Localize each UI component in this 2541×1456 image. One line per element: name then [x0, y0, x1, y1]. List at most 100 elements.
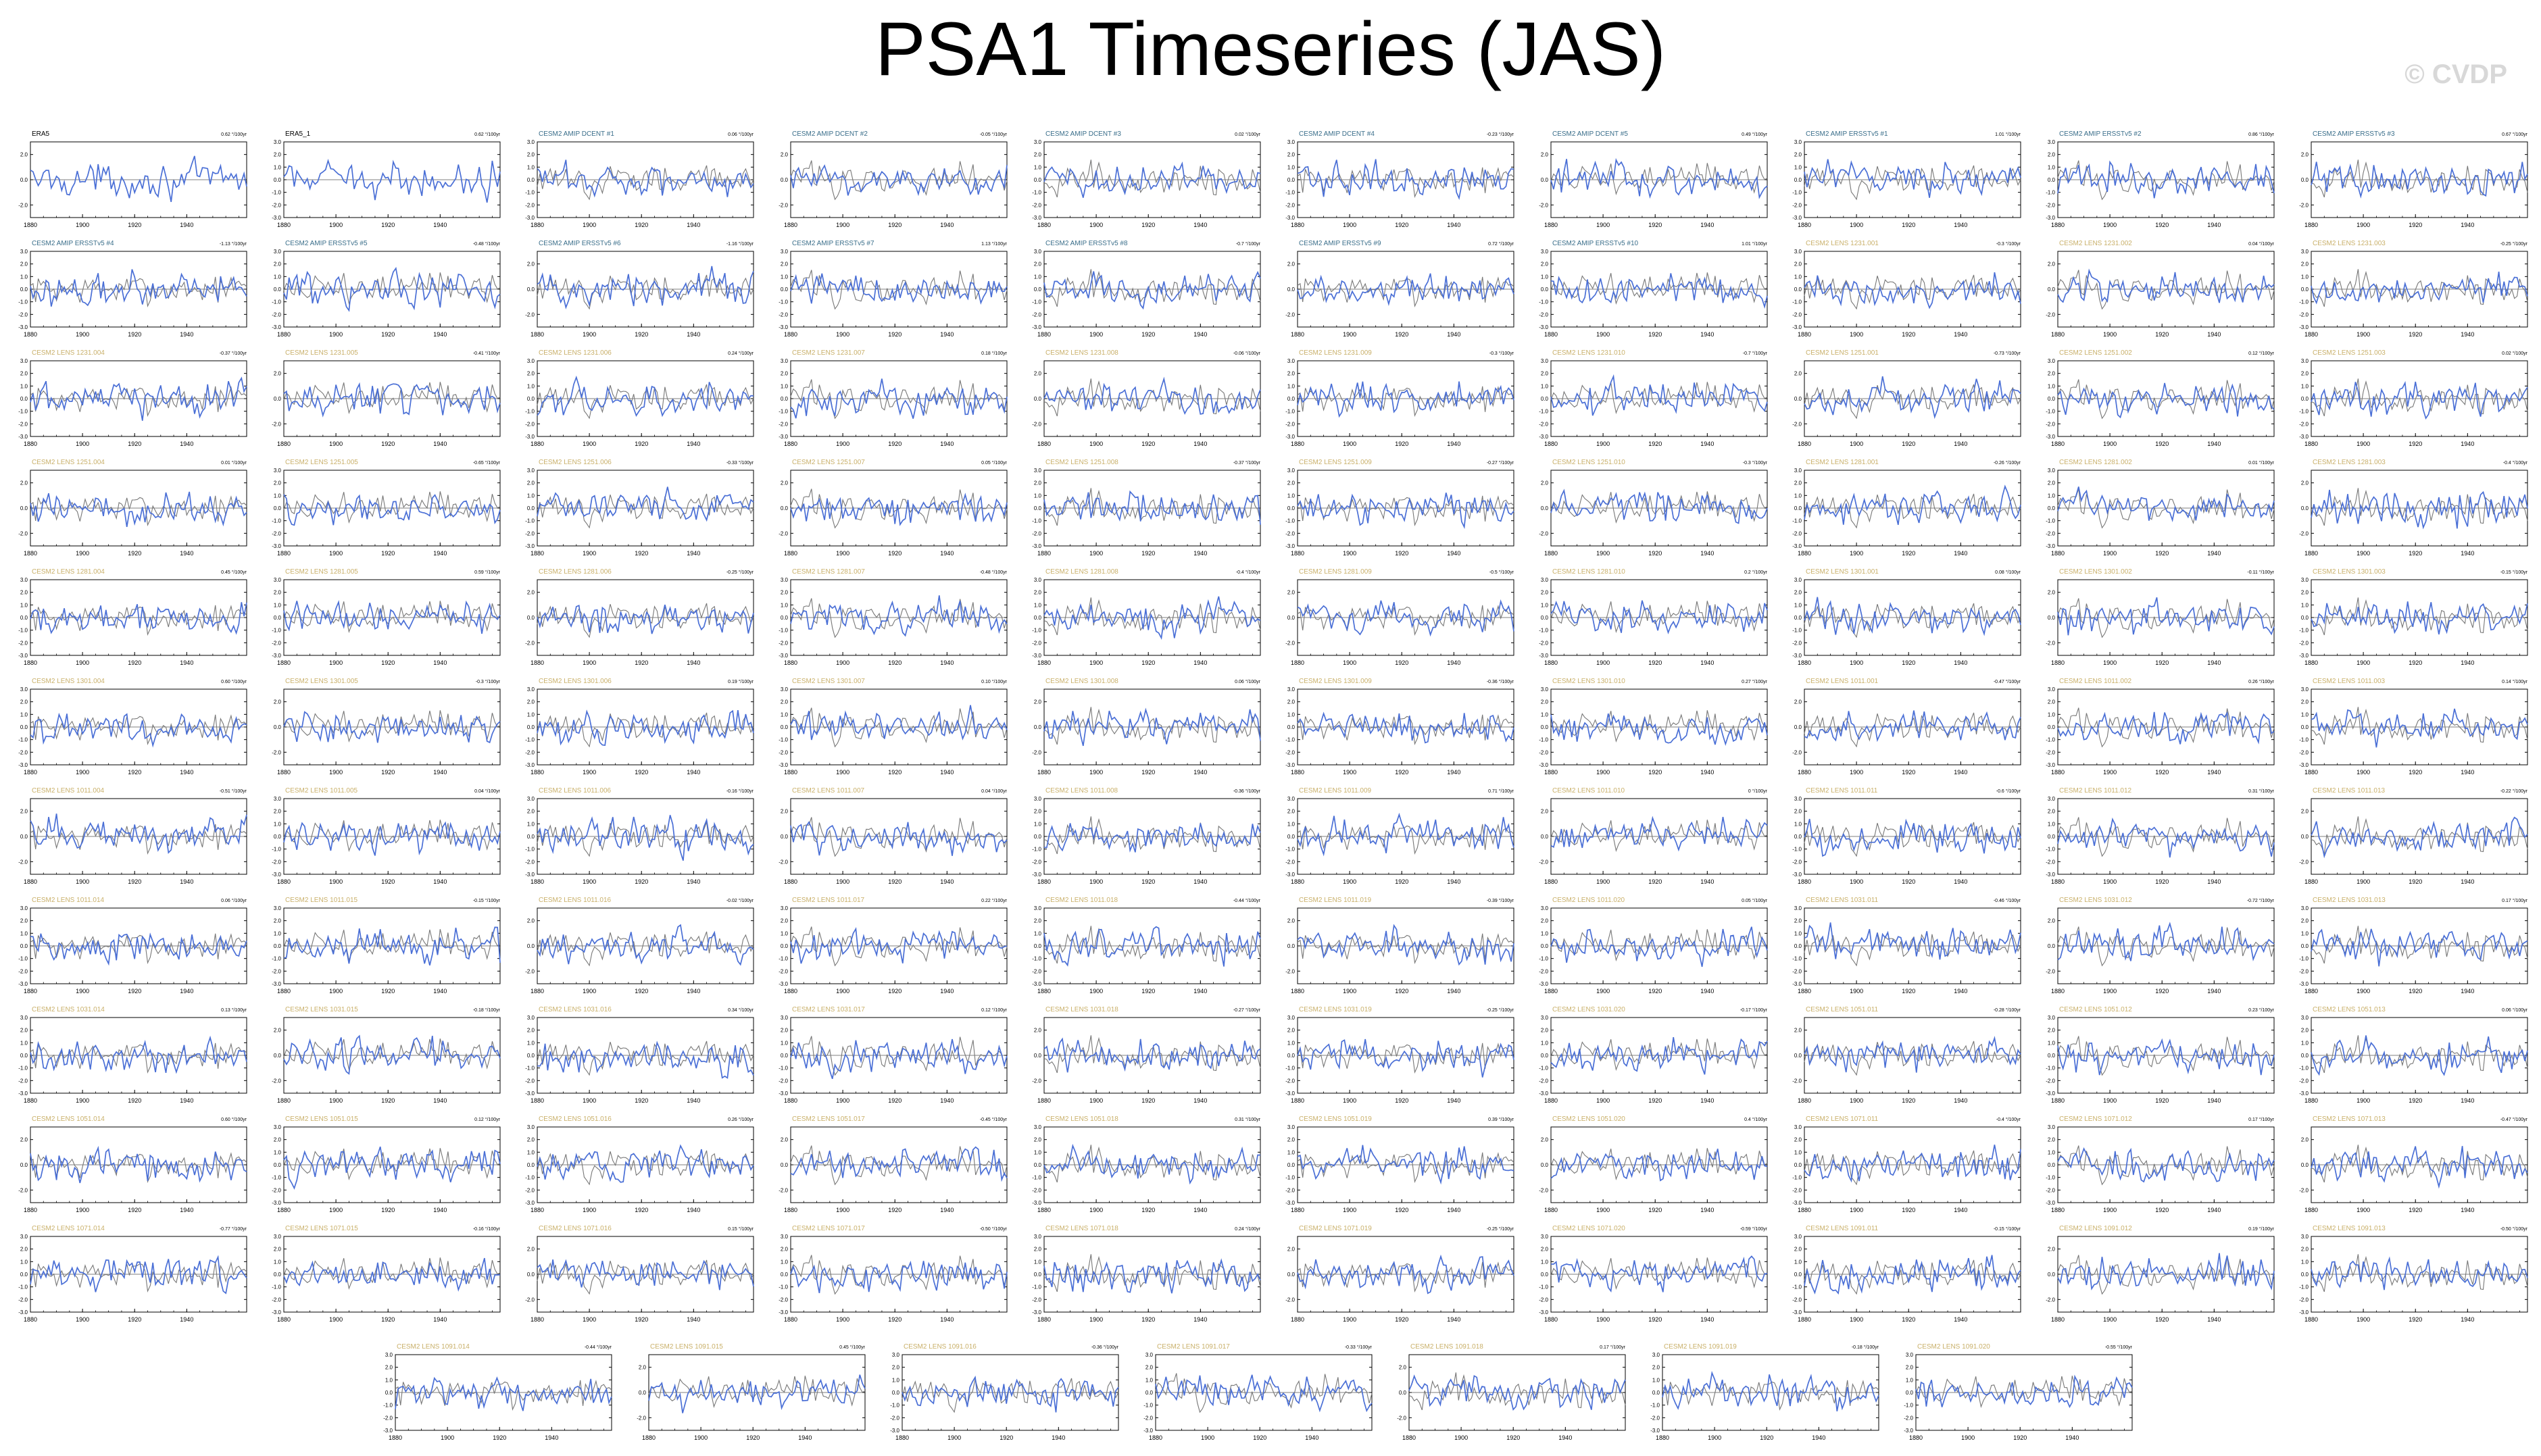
y-tick-label: -2.0: [2046, 968, 2055, 974]
y-tick-label: 0.0: [1541, 1162, 1549, 1168]
x-tick-label: 1920: [1648, 331, 1662, 338]
panel-title: CESM2 LENS 1051.014: [32, 1115, 105, 1123]
y-tick-label: -2.0: [272, 640, 281, 646]
x-tick-label: 1880: [1291, 988, 1304, 995]
timeseries-panel: CESM2 LENS 1051.014 0.60 °/100yr 2.0 0.0 -2.…: [18, 1115, 247, 1213]
x-tick-label: 1880: [277, 1207, 291, 1213]
y-tick-label: 1.0: [1541, 1040, 1549, 1046]
x-tick-label: 1940: [180, 222, 193, 228]
x-tick-label: 1880: [531, 769, 544, 776]
obs-series-line: [1550, 1038, 1768, 1071]
timeseries-panel: CESM2 LENS 1281.007 -0.48 °/100yr 3.0 2.0 1.…: [779, 568, 1008, 666]
x-tick-label: 1880: [531, 988, 544, 995]
obs-series-line: [1043, 707, 1261, 745]
y-tick-label: -2.0: [525, 1187, 535, 1193]
y-tick-label: 0.0: [1034, 177, 1042, 183]
y-tick-label: 2.0: [1034, 590, 1042, 596]
y-tick-label: 2.0: [20, 152, 28, 158]
y-tick-label: 2.0: [274, 1137, 282, 1143]
y-tick-label: -3.0: [1539, 762, 1548, 768]
panel-title: ERA5_1: [285, 130, 311, 138]
timeseries-panel: CESM2 LENS 1011.002 0.26 °/100yr 3.0 2.0 1.0…: [2046, 678, 2274, 776]
x-tick-label: 1920: [1141, 1097, 1155, 1104]
panel-trend: -0.3 °/100yr: [1996, 241, 2021, 247]
obs-series-line: [2311, 378, 2528, 417]
y-tick-label: 0.0: [2048, 505, 2056, 511]
panel-trend: 0.24 °/100yr: [728, 351, 754, 356]
model-series-line: [1043, 596, 1261, 641]
y-tick-label: 2.0: [2301, 590, 2309, 596]
x-tick-label: 1920: [128, 550, 141, 557]
panel-trend: -0.17 °/100yr: [1740, 1007, 1768, 1013]
y-tick-label: 2.0: [1794, 261, 1802, 268]
y-tick-label: 0.0: [1287, 505, 1296, 511]
y-tick-label: 2.0: [1541, 809, 1549, 815]
x-tick-label: 1900: [583, 769, 596, 776]
model-series-line: [1550, 926, 1768, 968]
y-tick-label: 0.0: [1287, 286, 1296, 293]
x-tick-label: 1940: [433, 441, 447, 447]
x-tick-label: 1920: [1395, 222, 1408, 228]
y-tick-label: -2.0: [18, 1187, 28, 1193]
y-tick-label: -2.0: [18, 202, 28, 208]
y-tick-label: -1.0: [1539, 956, 1548, 962]
panel-trend: -0.11 °/100yr: [2247, 570, 2274, 575]
timeseries-panel: CESM2 LENS 1251.009 -0.27 °/100yr 3.0 2.0 1.…: [1285, 459, 1514, 557]
model-series-line: [2311, 1035, 2528, 1076]
y-tick-label: -3.0: [1285, 215, 1295, 221]
y-tick-label: 3.0: [2048, 1124, 2056, 1130]
x-tick-label: 1900: [76, 222, 89, 228]
y-tick-label: 3.0: [1034, 796, 1042, 802]
y-tick-label: 1.0: [1287, 493, 1296, 499]
y-tick-label: 3.0: [274, 1234, 282, 1240]
panel-title: CESM2 LENS 1281.003: [2313, 459, 2386, 466]
x-tick-label: 1880: [2304, 769, 2318, 776]
y-tick-label: -1.0: [779, 956, 788, 962]
panel-title: CESM2 AMIP ERSSTv5 #2: [2059, 130, 2142, 138]
x-tick-label: 1900: [2357, 659, 2370, 666]
timeseries-panel: CESM2 LENS 1031.015 -0.18 °/100yr 2.0 0.0 -2…: [272, 1006, 501, 1104]
y-tick-label: 3.0: [1287, 468, 1296, 474]
x-tick-label: 1880: [531, 1097, 544, 1104]
y-tick-label: 1.0: [274, 1149, 282, 1155]
y-tick-label: 2.0: [20, 1028, 28, 1034]
x-tick-label: 1900: [1596, 659, 1610, 666]
panel-title: CESM2 LENS 1011.013: [2313, 787, 2386, 795]
timeseries-panel: CESM2 LENS 1071.011 -0.4 °/100yr 3.0 2.0 1.0…: [1792, 1115, 2021, 1213]
y-tick-label: 2.0: [527, 480, 535, 486]
x-tick-label: 1940: [1954, 1207, 1967, 1213]
y-tick-label: 1.0: [1541, 930, 1549, 936]
y-tick-label: 2.0: [274, 918, 282, 924]
model-series-line: [1297, 273, 1514, 307]
x-tick-label: 1920: [888, 331, 902, 338]
y-tick-label: 3.0: [1541, 686, 1549, 693]
obs-series-line: [1804, 493, 2021, 529]
x-tick-label: 1940: [1193, 878, 1207, 885]
y-tick-label: 2.0: [2048, 261, 2056, 268]
y-tick-label: -2.0: [525, 530, 535, 536]
x-tick-label: 1940: [1447, 769, 1460, 776]
timeseries-panel: CESM2 LENS 1011.015 -0.15 °/100yr 3.0 2.0 1.…: [272, 897, 501, 995]
x-tick-label: 1880: [24, 1097, 37, 1104]
y-tick-label: 3.0: [1794, 1124, 1802, 1130]
obs-series-line: [1297, 495, 1514, 526]
panel-title: CESM2 LENS 1301.001: [1806, 568, 1879, 576]
x-tick-label: 1940: [433, 769, 447, 776]
x-tick-label: 1920: [1395, 1207, 1408, 1213]
y-tick-label: -2.0: [2299, 859, 2309, 865]
timeseries-panel: CESM2 LENS 1231.002 0.04 °/100yr 2.0 0.0 -2.…: [2046, 240, 2274, 338]
model-series-line: [790, 927, 1008, 964]
y-tick-label: -3.0: [1539, 1090, 1548, 1097]
model-series-line: [537, 1040, 754, 1079]
panel-trend: 0.01 °/100yr: [2248, 460, 2274, 466]
x-tick-label: 1940: [2461, 550, 2474, 557]
x-tick-label: 1880: [1291, 878, 1304, 885]
y-tick-label: 0.0: [1541, 505, 1549, 511]
panel-title: CESM2 LENS 1051.016: [539, 1115, 612, 1123]
y-tick-label: -3.0: [1792, 324, 1802, 330]
model-series-line: [1804, 922, 2021, 960]
panel-trend: -0.4 °/100yr: [1236, 570, 1261, 575]
x-tick-label: 1880: [1798, 1097, 1811, 1104]
y-tick-label: -2.0: [525, 749, 535, 755]
x-tick-label: 1920: [635, 441, 648, 447]
